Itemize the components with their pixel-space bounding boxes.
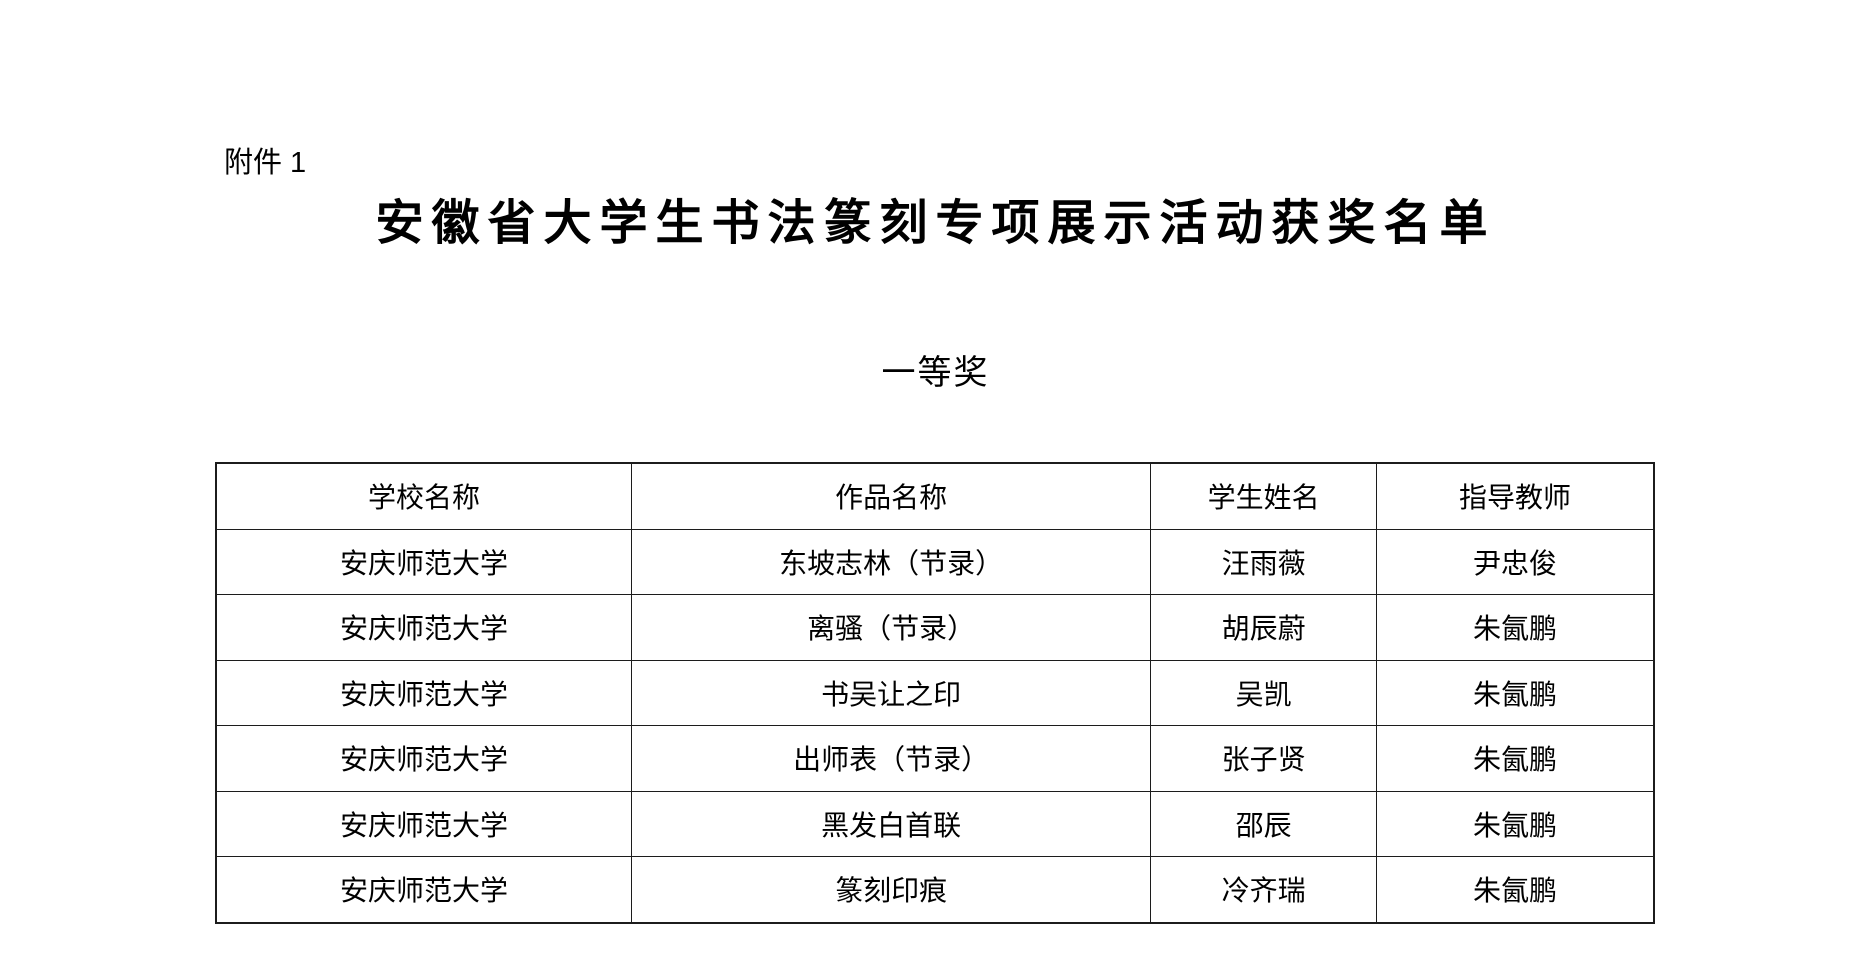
table-row: 安庆师范大学 东坡志林（节录） 汪雨薇 尹忠俊	[215, 528, 1655, 595]
table-cell: 安庆师范大学	[215, 725, 633, 792]
attachment-label: 附件 1	[224, 147, 307, 179]
table-cell: 离骚（节录）	[631, 594, 1152, 661]
table-cell: 安庆师范大学	[215, 790, 633, 857]
table-row: 安庆师范大学 篆刻印痕 冷齐瑞 朱氤鹏	[215, 856, 1655, 923]
table-cell: 朱氤鹏	[1375, 659, 1655, 726]
table-row: 安庆师范大学 离骚（节录） 胡辰蔚 朱氤鹏	[215, 594, 1655, 661]
award-table-body: 安庆师范大学 东坡志林（节录） 汪雨薇 尹忠俊 安庆师范大学 离骚（节录） 胡辰蔚 朱氤鹏 安庆…	[215, 528, 1655, 923]
table-cell: 汪雨薇	[1150, 528, 1377, 595]
column-header-school: 学校名称	[215, 462, 633, 530]
table-header-row: 学校名称 作品名称 学生姓名 指导教师	[215, 462, 1655, 530]
table-cell: 安庆师范大学	[215, 594, 633, 661]
table-cell: 朱氤鹏	[1375, 725, 1655, 792]
table-cell: 朱氤鹏	[1375, 594, 1655, 661]
table-cell: 吴凯	[1150, 659, 1377, 726]
table-row: 安庆师范大学 黑发白首联 邵辰 朱氤鹏	[215, 790, 1655, 857]
table-cell: 书吴让之印	[631, 659, 1152, 726]
table-cell: 朱氤鹏	[1375, 856, 1655, 923]
table-cell: 胡辰蔚	[1150, 594, 1377, 661]
award-level-subtitle: 一等奖	[881, 354, 990, 392]
table-cell: 东坡志林（节录）	[631, 528, 1152, 595]
page-title: 安徽省大学生书法篆刻专项展示活动获奖名单	[375, 197, 1496, 250]
table-row: 安庆师范大学 出师表（节录） 张子贤 朱氤鹏	[215, 725, 1655, 792]
award-table: 学校名称 作品名称 学生姓名 指导教师 安庆师范大学 东坡志林（节录） 汪雨薇 尹忠俊…	[215, 462, 1655, 924]
table-cell: 尹忠俊	[1375, 528, 1655, 595]
table-cell: 安庆师范大学	[215, 856, 633, 923]
table-cell: 黑发白首联	[631, 790, 1152, 857]
table-row: 安庆师范大学 书吴让之印 吴凯 朱氤鹏	[215, 659, 1655, 726]
table-cell: 朱氤鹏	[1375, 790, 1655, 857]
table-cell: 邵辰	[1150, 790, 1377, 857]
table-cell: 安庆师范大学	[215, 528, 633, 595]
table-cell: 冷齐瑞	[1150, 856, 1377, 923]
table-cell: 篆刻印痕	[631, 856, 1152, 923]
table-cell: 安庆师范大学	[215, 659, 633, 726]
column-header-advisor: 指导教师	[1375, 462, 1655, 530]
column-header-work: 作品名称	[631, 462, 1152, 530]
column-header-student: 学生姓名	[1150, 462, 1377, 530]
table-cell: 出师表（节录）	[631, 725, 1152, 792]
award-table-head: 学校名称 作品名称 学生姓名 指导教师	[215, 462, 1655, 530]
table-cell: 张子贤	[1150, 725, 1377, 792]
